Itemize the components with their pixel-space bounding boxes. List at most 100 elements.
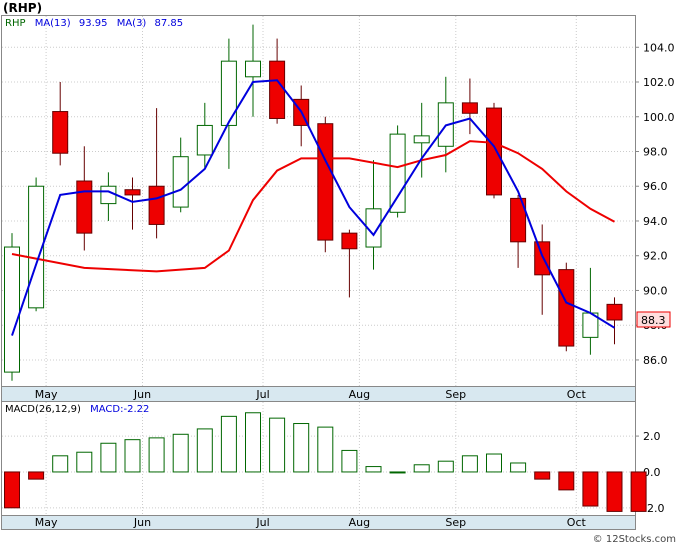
macd-bar-positive (317, 426, 334, 473)
price-ytick-label: 86.0 (643, 354, 668, 367)
legend-ma2-label: MA(3) (117, 18, 147, 29)
macd-bar-positive (124, 439, 141, 473)
macd-ytick-label: 0.0 (643, 466, 661, 479)
price-xtick-label: May (35, 388, 58, 401)
macd-bar-positive (413, 464, 430, 473)
macd-ytick-label: -2.0 (643, 502, 664, 515)
macd-bar-positive (148, 437, 165, 473)
macd-bar-negative (606, 471, 623, 512)
macd-xaxis-labels: May Jun Jul Aug Sep Oct (35, 516, 587, 529)
price-grid (2, 16, 635, 386)
candle-down (606, 303, 623, 321)
price-ytick-label: 90.0 (643, 284, 668, 297)
macd-bar-positive (486, 453, 502, 473)
candle-up (365, 208, 382, 248)
last-price-tag-box (636, 311, 671, 328)
macd-bar-negative (558, 471, 575, 491)
macd-xtick-label: Aug (349, 516, 370, 529)
candlestick-series (4, 24, 623, 381)
macd-bar-positive (365, 466, 382, 473)
last-price-tag-label: 88.3 (641, 314, 666, 327)
price-xtick-label: Jun (133, 388, 151, 401)
candle-down (269, 60, 286, 119)
candle-down (76, 180, 93, 234)
price-ytick-label: 100.0 (643, 111, 675, 124)
candle-up (389, 133, 406, 213)
macd-bar-positive (220, 415, 237, 473)
price-ytick-label: 104.0 (643, 41, 675, 54)
candle-down (148, 185, 165, 225)
candle-down (461, 102, 478, 114)
price-xaxis-labels: May Jun Jul Aug Sep Oct (35, 388, 587, 401)
price-legend: RHP MA(13) 93.95 MA(3) 87.85 (5, 18, 183, 29)
macd-bar-positive (293, 423, 310, 473)
macd-xtick-label: May (35, 516, 58, 529)
candle-down (534, 241, 551, 276)
macd-legend: MACD(26,12,9) MACD:-2.22 (5, 404, 149, 415)
macd-bar-positive (52, 455, 69, 473)
ma-slow-line (11, 140, 615, 273)
ma-fast-line (11, 79, 616, 336)
legend-ma2-value: 87.85 (155, 18, 184, 29)
candle-down (510, 197, 527, 243)
macd-bar-positive (341, 449, 358, 473)
macd-bar-series (4, 412, 647, 512)
macd-bar-positive (172, 433, 189, 473)
macd-bar-negative (534, 471, 551, 480)
price-xtick-label: Oct (567, 388, 587, 401)
macd-xtick-label: Jun (133, 516, 151, 529)
price-xaxis-strip (1, 386, 636, 402)
macd-bar-positive (510, 462, 527, 473)
candle-down (124, 189, 141, 196)
macd-bar-negative (28, 471, 45, 480)
candle-down (341, 232, 358, 250)
macd-bar-negative (582, 471, 599, 507)
candle-up (100, 185, 117, 205)
macd-yaxis-ticks: -2.0 0.0 2.0 (635, 430, 664, 515)
price-ytick-label: 98.0 (643, 145, 668, 158)
macd-bar-positive (461, 455, 478, 473)
price-ytick-label: 94.0 (643, 215, 668, 228)
macd-bar-positive (269, 417, 286, 473)
price-ytick-label: 102.0 (643, 76, 675, 89)
price-xtick-label: Jul (255, 388, 269, 401)
candle-up (172, 156, 189, 208)
candle-up (413, 135, 430, 144)
candle-up (220, 60, 237, 126)
candle-down (52, 111, 69, 154)
price-yaxis-ticks: 86.088.090.092.094.096.098.0100.0102.010… (635, 41, 675, 367)
macd-bar-positive (100, 442, 117, 473)
macd-bar-positive (245, 412, 261, 473)
price-xtick-label: Sep (445, 388, 466, 401)
last-price-tag: 88.3 (636, 311, 671, 328)
candle-down (317, 123, 334, 241)
macd-xtick-label: Sep (445, 516, 466, 529)
legend-ma1-value: 93.95 (79, 18, 108, 29)
macd-bar-positive (437, 460, 454, 473)
macd-xtick-label: Jul (255, 516, 269, 529)
price-xtick-label: Aug (349, 388, 370, 401)
candle-up (4, 246, 20, 373)
legend-ma1-label: MA(13) (35, 18, 71, 29)
macd-xtick-label: Oct (567, 516, 587, 529)
macd-legend-label: MACD(26,12,9) (5, 404, 81, 415)
candle-down (486, 107, 502, 196)
macd-bar-positive (196, 428, 213, 473)
candle-up (245, 60, 261, 78)
macd-xaxis-strip (1, 515, 636, 530)
candle-up (196, 124, 213, 156)
macd-bar-negative (4, 471, 20, 509)
price-ytick-label: 92.0 (643, 250, 668, 263)
price-ytick-label: 96.0 (643, 180, 668, 193)
macd-bar-negative (630, 471, 647, 512)
legend-symbol: RHP (5, 18, 26, 29)
chart-title: (RHP) (3, 1, 42, 15)
watermark: © 12Stocks.com (593, 534, 676, 545)
macd-ytick-label: 2.0 (643, 430, 661, 443)
macd-legend-value: MACD:-2.22 (90, 404, 149, 415)
candle-down (558, 269, 575, 347)
macd-bar-positive (389, 471, 406, 474)
macd-bar-positive (76, 451, 93, 473)
